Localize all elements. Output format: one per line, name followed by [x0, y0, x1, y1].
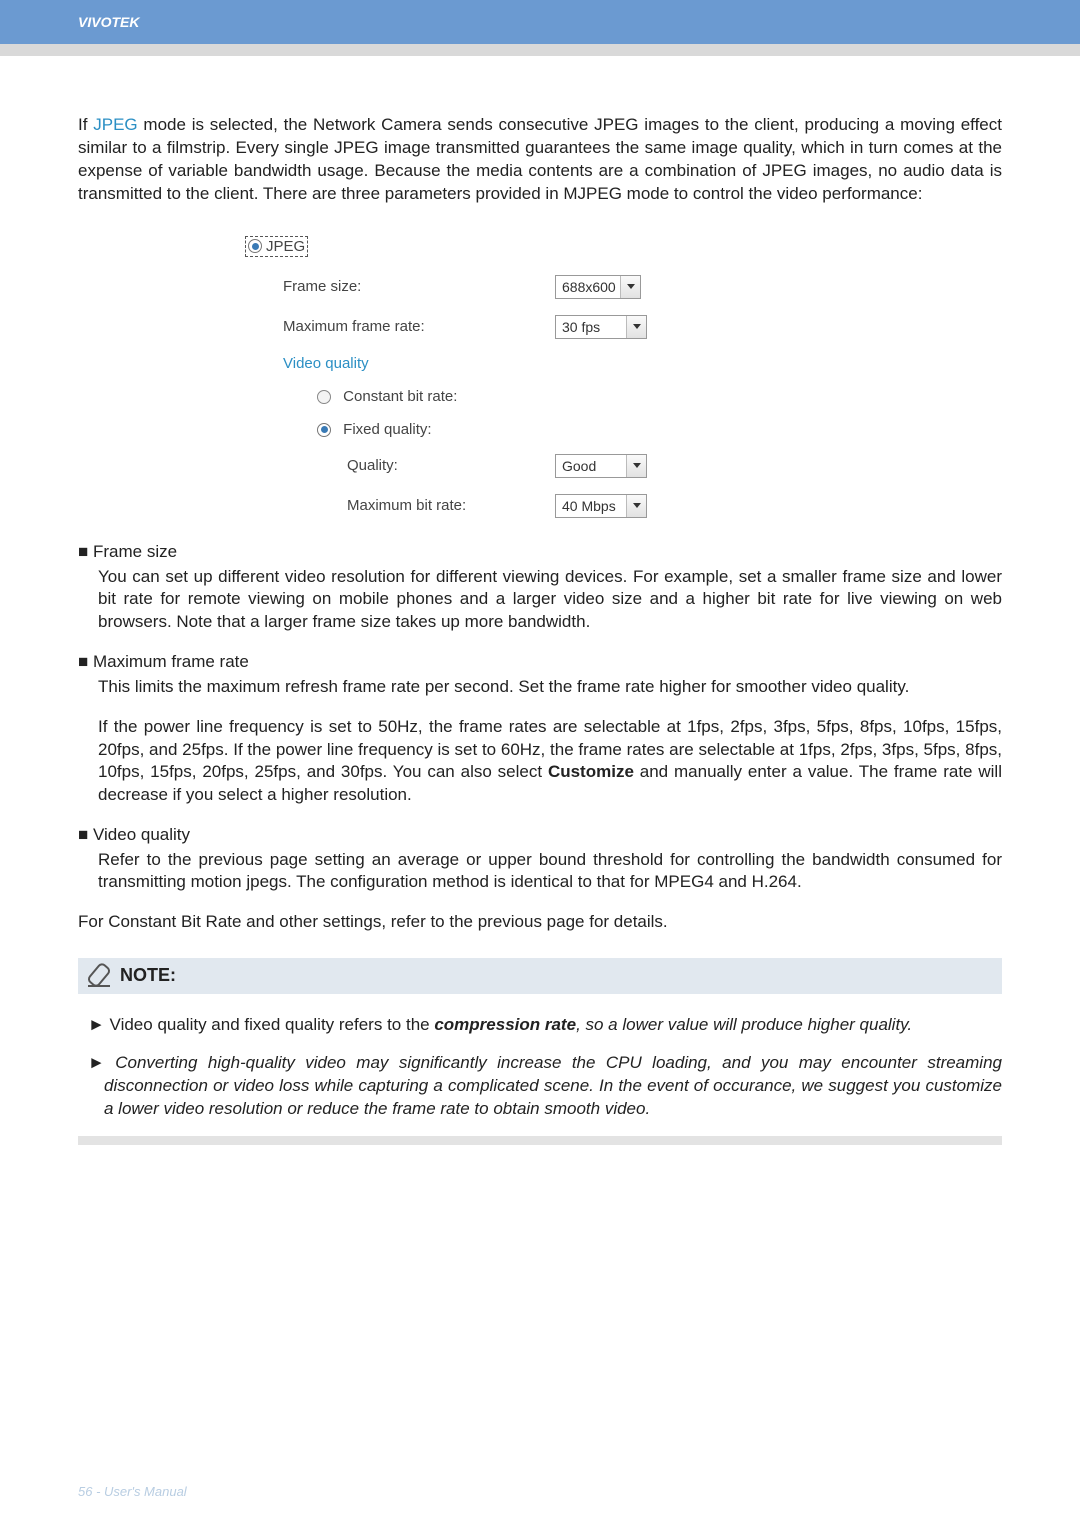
intro-rest: mode is selected, the Network Camera sen…	[78, 115, 1002, 203]
max-frame-rate-body1: This limits the maximum refresh frame ra…	[78, 676, 1002, 699]
constant-bitrate-option[interactable]: Constant bit rate:	[245, 388, 555, 405]
intro-prefix: If	[78, 115, 93, 134]
codec-label: JPEG	[266, 238, 305, 255]
max-bitrate-label: Maximum bit rate:	[245, 497, 555, 514]
brand-text: VIVOTEK	[78, 14, 139, 30]
max-frame-rate-value: 30 fps	[556, 319, 626, 335]
codec-radio-wrapper[interactable]: JPEG	[245, 236, 308, 257]
header-divider	[0, 44, 1080, 56]
video-quality-bullet-heading: ■ Video quality	[78, 825, 1002, 845]
max-frame-rate-label: Maximum frame rate:	[245, 318, 555, 335]
video-quality-body: Refer to the previous page setting an av…	[78, 849, 1002, 894]
max-frame-rate-heading: ■ Maximum frame rate	[78, 652, 1002, 672]
note1-bold: compression rate	[434, 1015, 576, 1034]
final-line: For Constant Bit Rate and other settings…	[78, 912, 1002, 932]
frame-size-body: You can set up different video resolutio…	[78, 566, 1002, 634]
quality-value: Good	[556, 458, 626, 474]
note-item-1: ► Video quality and fixed quality refers…	[78, 1014, 1002, 1037]
video-quality-heading: Video quality	[245, 355, 835, 372]
note-bottom-divider	[78, 1136, 1002, 1145]
constant-bitrate-label: Constant bit rate:	[343, 388, 457, 405]
chevron-down-icon	[626, 495, 646, 517]
note-label: NOTE:	[120, 965, 176, 986]
frame-size-select[interactable]: 688x600	[555, 275, 641, 299]
jpeg-settings-panel: JPEG Frame size: 688x600 Maximum frame r…	[245, 236, 835, 518]
max-frame-rate-body2: If the power line frequency is set to 50…	[78, 716, 1002, 806]
header-bar: VIVOTEK	[0, 0, 1080, 44]
radio-selected-icon	[317, 423, 331, 437]
max-bitrate-value: 40 Mbps	[556, 498, 626, 514]
chevron-down-icon	[626, 455, 646, 477]
page-footer: 56 - User's Manual	[78, 1484, 187, 1499]
note1-pre: ► Video quality and fixed quality refers…	[88, 1015, 434, 1034]
customize-bold: Customize	[548, 762, 634, 781]
frame-size-value: 688x600	[556, 279, 620, 295]
frame-size-label: Frame size:	[245, 278, 555, 295]
quality-label: Quality:	[245, 457, 555, 474]
quality-select[interactable]: Good	[555, 454, 647, 478]
chevron-down-icon	[620, 276, 640, 298]
max-bitrate-select[interactable]: 40 Mbps	[555, 494, 647, 518]
fixed-quality-label: Fixed quality:	[343, 421, 431, 438]
max-frame-rate-select[interactable]: 30 fps	[555, 315, 647, 339]
frame-size-heading: ■ Frame size	[78, 542, 1002, 562]
fixed-quality-option[interactable]: Fixed quality:	[245, 421, 555, 438]
note1-post: , so a lower value will produce higher q…	[576, 1015, 912, 1034]
jpeg-keyword: JPEG	[93, 115, 137, 134]
note-item-2: ► Converting high-quality video may sign…	[78, 1052, 1002, 1120]
codec-radio-selected-icon	[248, 239, 262, 253]
intro-paragraph: If JPEG mode is selected, the Network Ca…	[78, 114, 1002, 206]
note-bar: NOTE:	[78, 958, 1002, 994]
radio-unselected-icon	[317, 390, 331, 404]
chevron-down-icon	[626, 316, 646, 338]
note-icon	[88, 965, 110, 987]
